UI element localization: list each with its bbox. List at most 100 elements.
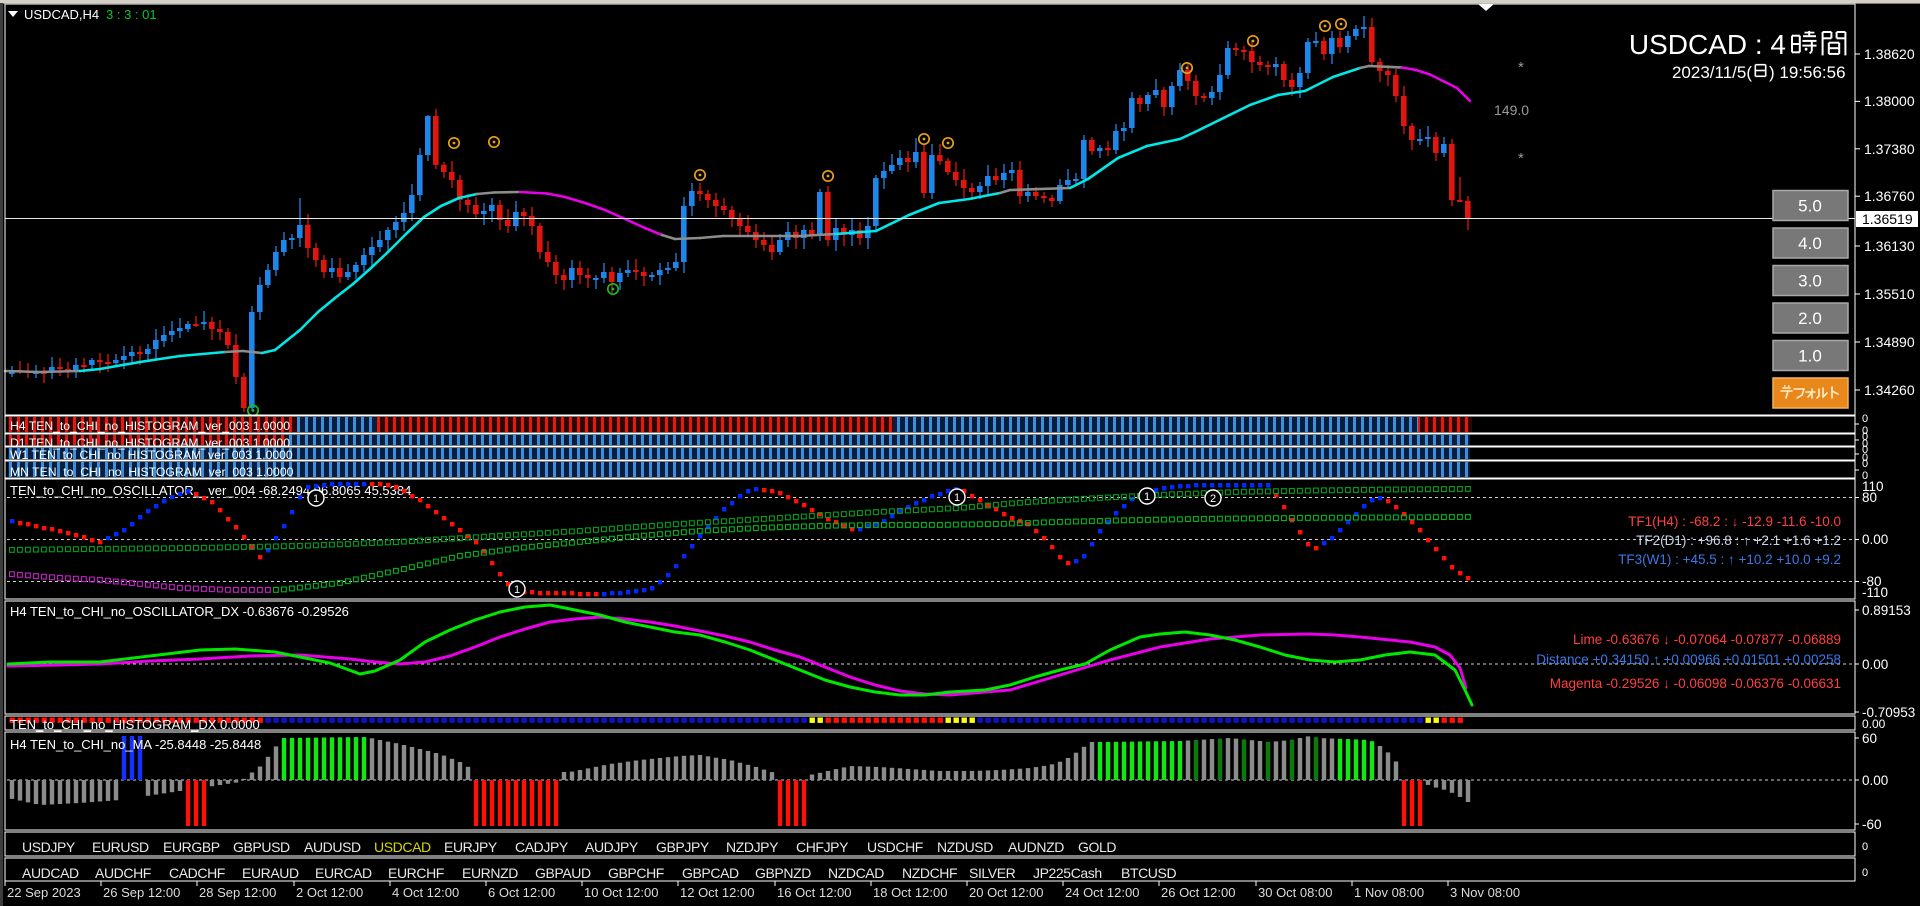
svg-text:-80: -80 <box>1862 574 1882 589</box>
svg-text:Distance +0.34150 ↑ +0.0096: Distance +0.34150 ↑ +0.00966 +0.01501 +0… <box>1536 652 1841 667</box>
svg-text:1.37380: 1.37380 <box>1864 141 1915 157</box>
svg-text:2 Oct 12:00: 2 Oct 12:00 <box>296 885 363 900</box>
svg-text:EURCAD: EURCAD <box>315 865 372 881</box>
svg-text:0: 0 <box>1862 431 1868 443</box>
svg-text:USDJPY: USDJPY <box>22 839 76 855</box>
svg-text:Magenta -0.29526 ↓ -0.06098: Magenta -0.29526 ↓ -0.06098 -0.06376 -0.… <box>1550 676 1841 691</box>
svg-text:EURNZD: EURNZD <box>462 865 518 881</box>
svg-text:0: 0 <box>1862 452 1868 464</box>
svg-text:6 Oct 12:00: 6 Oct 12:00 <box>488 885 555 900</box>
svg-text:0.00: 0.00 <box>1862 773 1888 788</box>
svg-text:1.35510: 1.35510 <box>1864 286 1915 302</box>
svg-text:0: 0 <box>1862 867 1868 879</box>
svg-text:0: 0 <box>1862 470 1868 482</box>
svg-text:SILVER: SILVER <box>969 865 1016 881</box>
svg-text:1: 1 <box>313 493 319 505</box>
svg-text:JP225Cash: JP225Cash <box>1033 865 1102 881</box>
svg-text:0.00: 0.00 <box>1862 532 1888 547</box>
svg-text:0.89153: 0.89153 <box>1862 603 1911 618</box>
svg-text:EURGBP: EURGBP <box>163 839 220 855</box>
svg-text:AUDJPY: AUDJPY <box>585 839 639 855</box>
svg-text:CADJPY: CADJPY <box>515 839 569 855</box>
svg-text:NZDCAD: NZDCAD <box>828 865 884 881</box>
svg-text:-0.70953: -0.70953 <box>1862 705 1915 720</box>
svg-text:1: 1 <box>514 584 520 596</box>
svg-text:H4 TEN_to_CHI_no_HISTOGRAM_ver: H4 TEN_to_CHI_no_HISTOGRAM_ver_003 1.000… <box>10 419 290 433</box>
svg-text:0: 0 <box>1862 438 1868 450</box>
svg-text:1.34260: 1.34260 <box>1864 382 1915 398</box>
svg-text:CADCHF: CADCHF <box>169 865 225 881</box>
svg-text:H4 TEN_to_CHI_no_OSCILLATOR_DX: H4 TEN_to_CHI_no_OSCILLATOR_DX -0.63676 … <box>10 604 349 619</box>
svg-text:3 Nov 08:00: 3 Nov 08:00 <box>1450 885 1520 900</box>
svg-text:5.0: 5.0 <box>1798 197 1822 216</box>
svg-text:GOLD: GOLD <box>1078 839 1116 855</box>
svg-text:AUDNZD: AUDNZD <box>1008 839 1064 855</box>
svg-text:USDCAD : 4: USDCAD : 4 <box>1629 29 1786 60</box>
svg-text:0: 0 <box>1862 444 1868 456</box>
svg-text:4 Oct 12:00: 4 Oct 12:00 <box>392 885 459 900</box>
svg-text:1.36760: 1.36760 <box>1864 188 1915 204</box>
svg-text:22 Sep 2023: 22 Sep 2023 <box>7 885 81 900</box>
svg-text:3.0: 3.0 <box>1798 272 1822 291</box>
svg-text:28 Sep 12:00: 28 Sep 12:00 <box>199 885 276 900</box>
svg-text:1 Nov 08:00: 1 Nov 08:00 <box>1354 885 1424 900</box>
svg-text:16 Oct 12:00: 16 Oct 12:00 <box>777 885 851 900</box>
svg-text:24 Oct 12:00: 24 Oct 12:00 <box>1065 885 1139 900</box>
svg-text:MN TEN_to_CHI_no_HISTOGRAM_ver: MN TEN_to_CHI_no_HISTOGRAM_ver_003 1.000… <box>10 465 294 479</box>
svg-text:Lime -0.63676 ↓ -0.07064 -: Lime -0.63676 ↓ -0.07064 -0.07877 -0.068… <box>1573 632 1841 647</box>
svg-text:2: 2 <box>1210 493 1216 505</box>
svg-text:30 Oct 08:00: 30 Oct 08:00 <box>1258 885 1332 900</box>
svg-text:EURCHF: EURCHF <box>388 865 444 881</box>
svg-text:AUDCAD: AUDCAD <box>22 865 79 881</box>
svg-text:GBPNZD: GBPNZD <box>755 865 811 881</box>
svg-text:26 Sep 12:00: 26 Sep 12:00 <box>103 885 180 900</box>
svg-text:0.00: 0.00 <box>1862 657 1888 672</box>
svg-text:10 Oct 12:00: 10 Oct 12:00 <box>584 885 658 900</box>
svg-text:GBPCAD: GBPCAD <box>682 865 739 881</box>
svg-text:TF1(H4) : -68.2 : ↓ -12.9 -11: TF1(H4) : -68.2 : ↓ -12.9 -11.6 -10.0 <box>1628 514 1841 529</box>
svg-text:20 Oct 12:00: 20 Oct 12:00 <box>969 885 1043 900</box>
svg-text:W1 TEN_to_CHI_no_HISTOGRAM_ver: W1 TEN_to_CHI_no_HISTOGRAM_ver_003 1.000… <box>10 448 293 462</box>
svg-text:110: 110 <box>1862 479 1884 494</box>
svg-text:H4 TEN_to_CHI_no_MA -25.8448: H4 TEN_to_CHI_no_MA -25.8448 -25.8448 <box>10 737 261 752</box>
svg-text:TF2(D1) : +96.8 : ↑ +2.1 +1.6: TF2(D1) : +96.8 : ↑ +2.1 +1.6 +1.2 <box>1636 533 1841 548</box>
svg-text:1: 1 <box>954 492 960 504</box>
svg-text:EURJPY: EURJPY <box>444 839 498 855</box>
svg-text:NZDJPY: NZDJPY <box>726 839 779 855</box>
svg-text:NZDUSD: NZDUSD <box>937 839 993 855</box>
svg-text:) 19:56:56: ) 19:56:56 <box>1769 63 1846 82</box>
svg-text:1.36130: 1.36130 <box>1864 238 1915 254</box>
svg-text:4.0: 4.0 <box>1798 234 1822 253</box>
svg-text:USDCAD,H4: USDCAD,H4 <box>24 7 99 22</box>
svg-text:GBPCHF: GBPCHF <box>608 865 664 881</box>
svg-text:1.38620: 1.38620 <box>1864 46 1915 62</box>
svg-text:USDCHF: USDCHF <box>867 839 923 855</box>
svg-text:0: 0 <box>1862 425 1868 437</box>
svg-text:EURUSD: EURUSD <box>92 839 149 855</box>
svg-text:12 Oct 12:00: 12 Oct 12:00 <box>680 885 754 900</box>
svg-text:60: 60 <box>1862 731 1877 746</box>
svg-text:AUDUSD: AUDUSD <box>304 839 361 855</box>
svg-text:-60: -60 <box>1862 817 1882 832</box>
svg-text:EURAUD: EURAUD <box>242 865 299 881</box>
svg-text:GBPJPY: GBPJPY <box>656 839 710 855</box>
svg-text:GBPUSD: GBPUSD <box>233 839 290 855</box>
svg-text:TF3(W1) : +45.5 : ↑ +10.2 +10: TF3(W1) : +45.5 : ↑ +10.2 +10.0 +9.2 <box>1618 552 1841 567</box>
svg-text:1.0: 1.0 <box>1798 347 1822 366</box>
svg-text:USDCAD: USDCAD <box>374 839 431 855</box>
svg-text:GBPAUD: GBPAUD <box>535 865 591 881</box>
svg-text:2023/11/5(: 2023/11/5( <box>1672 63 1752 82</box>
svg-text:TEN_to_CHI_no_OSCILLATOR__ver_: TEN_to_CHI_no_OSCILLATOR__ver_004 -68.24… <box>10 483 411 498</box>
svg-text:0.00: 0.00 <box>1862 717 1886 731</box>
svg-text:CHFJPY: CHFJPY <box>796 839 849 855</box>
svg-text:TEN_to_CHI_no_HISTOGRAM_DX 0.0: TEN_to_CHI_no_HISTOGRAM_DX 0.0000 <box>10 717 260 732</box>
svg-text:18 Oct 12:00: 18 Oct 12:00 <box>873 885 947 900</box>
svg-text:0: 0 <box>1862 413 1868 425</box>
svg-text:1.38000: 1.38000 <box>1864 93 1915 109</box>
svg-text:AUDCHF: AUDCHF <box>95 865 151 881</box>
svg-text:80: 80 <box>1862 490 1877 505</box>
svg-text:2.0: 2.0 <box>1798 309 1822 328</box>
svg-text:0: 0 <box>1862 458 1868 470</box>
svg-text:1.36519: 1.36519 <box>1862 211 1913 227</box>
svg-text:NZDCHF: NZDCHF <box>902 865 957 881</box>
